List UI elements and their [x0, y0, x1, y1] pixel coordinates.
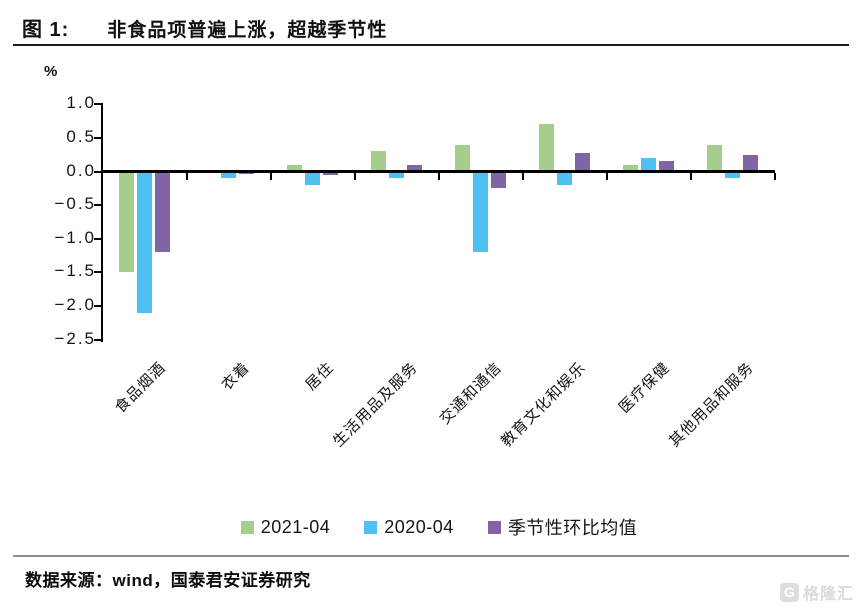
bar — [557, 171, 573, 185]
y-axis-tick — [94, 237, 103, 240]
x-axis-zero-line — [101, 170, 775, 173]
legend-label: 2020-04 — [384, 516, 454, 537]
data-source-note: 数据来源：wind，国泰君安证券研究 — [25, 571, 311, 590]
bar — [491, 171, 507, 189]
bar — [155, 171, 171, 253]
y-axis-tick — [94, 136, 103, 139]
bar — [371, 151, 387, 172]
footer-divider — [13, 555, 849, 557]
y-axis-line — [101, 104, 103, 342]
y-axis-tick-label: −1.5 — [54, 261, 96, 281]
legend-label: 季节性环比均值 — [507, 518, 638, 538]
figure-header: 图 1: 非食品项普遍上涨，超越季节性 — [22, 13, 387, 42]
bar — [119, 171, 135, 273]
x-axis-tick — [605, 173, 608, 180]
legend-swatch-icon — [240, 520, 254, 534]
figure-title: 非食品项普遍上涨，超越季节性 — [107, 20, 388, 41]
watermark-logo-icon: G — [779, 582, 799, 602]
title-divider — [13, 44, 849, 46]
x-axis-tick — [353, 173, 356, 180]
bar — [623, 164, 639, 172]
x-axis-tick — [437, 173, 440, 180]
bar — [539, 124, 555, 172]
y-axis-tick — [94, 204, 103, 207]
bar — [389, 171, 405, 179]
bar — [725, 171, 741, 179]
bar — [707, 144, 723, 172]
bar — [305, 171, 321, 185]
bar — [659, 161, 675, 172]
y-axis-tick — [94, 271, 103, 274]
chart-legend: 2021-04 2020-04 季节性环比均值 — [103, 514, 775, 540]
bar — [575, 152, 591, 172]
y-axis-tick-label: −2.5 — [54, 328, 96, 348]
bar — [641, 158, 657, 172]
y-axis-tick-label: 0.5 — [66, 126, 96, 146]
legend-swatch-icon — [487, 520, 501, 534]
legend-item: 2020-04 — [364, 517, 454, 538]
watermark: G 格隆汇 — [779, 580, 854, 604]
y-axis-tick — [94, 338, 103, 341]
legend-item: 季节性环比均值 — [487, 514, 638, 540]
bar — [455, 144, 471, 172]
y-axis-unit-label: % — [44, 63, 58, 80]
x-axis-tick — [521, 173, 524, 180]
bar — [137, 171, 153, 313]
legend-swatch-icon — [364, 520, 378, 534]
x-axis-tick — [269, 173, 272, 180]
y-axis-tick — [94, 103, 103, 106]
y-axis-tick-label: 0.0 — [66, 160, 96, 180]
figure-number: 图 1: — [22, 19, 70, 41]
y-axis-tick-label: 1.0 — [66, 93, 96, 113]
watermark-label: 格隆汇 — [802, 586, 854, 603]
bar — [221, 171, 237, 179]
bar — [323, 171, 339, 175]
x-axis-tick — [773, 173, 776, 180]
y-axis-tick-label: −0.5 — [54, 194, 96, 214]
bar — [407, 164, 423, 172]
y-axis-tick-label: −1.0 — [54, 227, 96, 247]
y-axis-tick-label: −2.0 — [54, 294, 96, 314]
y-axis-tick — [94, 304, 103, 307]
x-axis-tick — [689, 173, 692, 180]
legend-label: 2021-04 — [260, 516, 331, 537]
bar — [743, 154, 759, 172]
bar — [473, 171, 489, 253]
legend-item: 2021-04 — [240, 516, 331, 538]
y-axis-tick — [94, 170, 103, 173]
bar — [287, 164, 303, 172]
x-axis-tick — [185, 173, 188, 180]
